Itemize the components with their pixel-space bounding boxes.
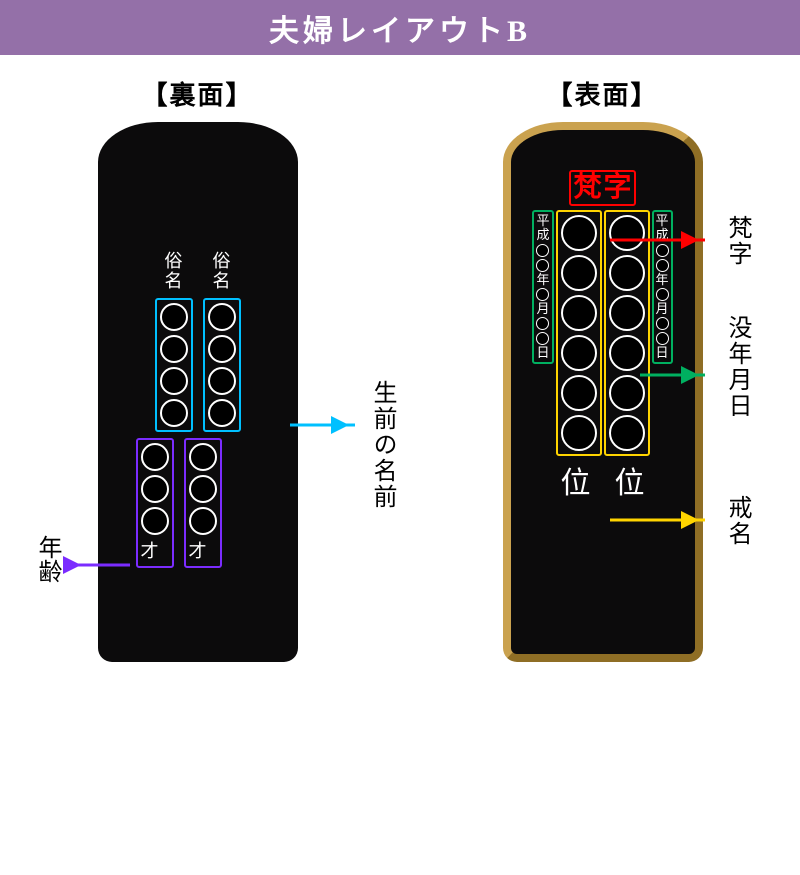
- zokumyo-label-2: 俗名: [213, 252, 231, 292]
- back-col-2: 俗名 才: [203, 252, 241, 568]
- bonji-box: 梵 字: [569, 170, 635, 206]
- tablet-front: 梵 字 平成年月日 平成年月日: [503, 122, 703, 662]
- kurai-1: 位: [561, 458, 591, 502]
- seizen-box-2: [203, 298, 241, 432]
- tablet-back: 俗名 才 俗名: [98, 122, 298, 662]
- label-nenrei: 年齢: [30, 535, 65, 583]
- panels: 【裏面】 俗名 才: [0, 75, 800, 662]
- panel-back: 【裏面】 俗名 才: [98, 75, 298, 662]
- date-box-left: 平成年月日: [532, 210, 553, 364]
- front-title: 【表面】: [546, 75, 658, 112]
- header-bar: 夫婦レイアウトB: [0, 0, 800, 55]
- label-botsu: 没年月日: [720, 315, 755, 419]
- nenrei-box-1: 才: [136, 438, 174, 568]
- seizen-box-1: [155, 298, 193, 432]
- kurai-2: 位: [615, 458, 645, 502]
- label-seizen: 生前の名前: [365, 380, 400, 510]
- label-kaimyo: 戒名: [720, 495, 755, 547]
- back-title: 【裏面】: [141, 75, 253, 112]
- kaimyo-box-2: [604, 210, 650, 456]
- nenrei-box-2: 才: [184, 438, 222, 568]
- zokumyo-label-1: 俗名: [165, 252, 183, 292]
- panel-front: 【表面】 梵 字 平成年月日: [503, 75, 703, 662]
- label-bonji: 梵字: [720, 215, 755, 267]
- kaimyo-box-1: [556, 210, 602, 456]
- header-title: 夫婦レイアウトB: [269, 6, 531, 50]
- date-box-right: 平成年月日: [652, 210, 673, 364]
